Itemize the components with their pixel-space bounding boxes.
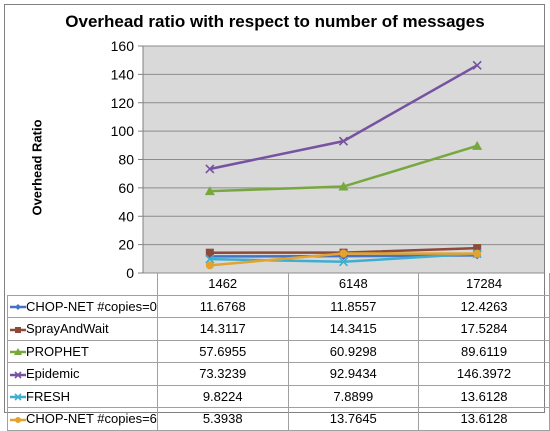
legend-label: SprayAndWait [26,321,109,337]
data-point [338,181,349,191]
data-point [15,304,21,311]
data-point [204,186,215,196]
data-point [472,140,483,150]
data-label: 13.7645 [287,407,420,431]
chart-title: Overhead ratio with respect to number of… [65,12,485,31]
legend-label: CHOP-NET #copies=6 [26,411,157,427]
table-row: SprayAndWait 14.3117 14.3415 17.5284 [7,317,550,341]
legend-key [10,371,26,379]
y-tick-label: 140 [111,66,135,82]
data-point [205,164,215,174]
table-header-row: 1462 6148 17284 [8,273,550,296]
y-tick-labels: 0 20 40 60 80 100 120 140 160 [111,38,135,281]
data-label: 13.6128 [418,407,550,431]
table-row: CHOP-NET #copies=6 5.3938 13.7645 13.6128 [7,407,550,431]
data-point [338,257,349,267]
legend-label: CHOP-NET #copies=0 [26,298,157,314]
data-point [15,416,21,423]
legend-key [10,393,26,401]
data-label: 14.3415 [287,317,420,341]
legend-label: PROPHET [26,343,89,359]
series-epidemic [205,60,482,174]
legend-label: Epidemic [26,366,80,382]
data-point [15,326,21,333]
table-row: FRESH 9.8224 7.8899 13.6128 [7,384,550,408]
data-label: 14.3117 [156,317,289,341]
y-tick-label: 60 [118,180,134,196]
legend-key [10,326,26,333]
data-label: 9.8224 [156,384,289,408]
data-point [14,393,22,401]
legend-key [10,348,26,356]
data-point [14,348,22,356]
data-table: 1462 6148 17284 CHOP-NET #copies=0 11.6768 11… [7,273,550,431]
table-corner [8,273,158,295]
series-lines [204,60,483,270]
x-tick-label: 17284 [418,273,550,296]
data-label: 11.6768 [156,294,289,318]
table-row: Epidemic 73.3239 92.9434 146.3972 [7,362,550,386]
chart-plot: 0 20 40 60 80 100 120 140 160 [111,38,544,281]
legend-entry: FRESH [7,384,158,408]
legend-label: FRESH [26,388,71,404]
data-point [473,244,482,253]
data-label: 92.9434 [287,362,420,386]
legend-entry: SprayAndWait [7,317,158,341]
data-label: 12.4263 [418,294,550,318]
legend-entry: PROPHET [7,339,158,363]
y-tick-label: 80 [118,152,134,168]
legend-entry: Epidemic [7,362,158,386]
y-tick-label: 120 [111,95,135,111]
legend-entry: CHOP-NET #copies=6 [7,407,158,431]
series-chop-net-copies-6 [205,249,482,270]
data-label: 60.9298 [287,339,420,363]
series-fresh [205,249,482,267]
data-label: 57.6955 [156,339,289,363]
legend-entry: CHOP-NET #copies=0 [7,294,158,318]
data-label: 146.3972 [418,362,550,386]
data-point [14,371,22,379]
series-prophet [204,140,483,196]
data-label: 17.5284 [418,317,550,341]
data-label: 73.3239 [156,362,289,386]
data-point [338,136,349,146]
data-label: 89.6119 [418,339,550,363]
legend-key [10,304,26,311]
data-label: 11.8557 [287,294,420,318]
data-point [473,249,482,258]
data-point [472,60,482,70]
x-tick-label: 6148 [287,273,420,296]
table-row: CHOP-NET #copies=0 11.6768 11.8557 12.4263 [7,294,550,318]
legend-key [10,416,26,423]
y-tick-label: 160 [111,38,135,54]
data-point [205,248,214,257]
data-point [205,254,215,264]
y-tick-label: 100 [111,123,135,139]
data-point [205,261,214,270]
x-tick-label: 1462 [156,273,289,296]
data-label: 13.6128 [418,384,550,408]
data-label: 7.8899 [287,384,420,408]
data-label: 5.3938 [156,407,289,431]
y-tick-label: 40 [118,208,134,224]
y-tick-label: 0 [126,265,134,281]
table-row: PROPHET 57.6955 60.9298 89.6119 [7,339,550,363]
data-point [339,249,348,258]
y-tick-label: 20 [118,237,134,253]
